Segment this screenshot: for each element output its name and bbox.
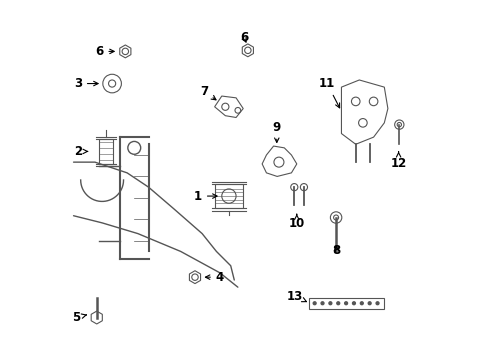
Text: 8: 8 [332, 244, 341, 257]
Text: 4: 4 [205, 271, 224, 284]
Circle shape [344, 302, 347, 305]
Text: 11: 11 [319, 77, 340, 108]
Text: 3: 3 [74, 77, 98, 90]
Text: 2: 2 [74, 145, 88, 158]
Circle shape [313, 302, 316, 305]
Bar [98, 139, 113, 164]
Circle shape [376, 302, 379, 305]
Circle shape [321, 302, 324, 305]
Circle shape [368, 302, 371, 305]
Circle shape [360, 302, 363, 305]
Text: 6: 6 [240, 31, 248, 44]
Bar [309, 298, 384, 309]
Text: 12: 12 [391, 152, 407, 170]
Text: 10: 10 [289, 214, 305, 230]
Text: 7: 7 [200, 85, 216, 100]
Text: 6: 6 [95, 45, 114, 58]
Bar [215, 184, 243, 208]
Circle shape [337, 302, 340, 305]
Text: 1: 1 [194, 190, 217, 203]
Circle shape [329, 302, 332, 305]
Text: 13: 13 [287, 289, 306, 303]
Circle shape [352, 302, 355, 305]
Text: 5: 5 [72, 311, 86, 324]
Text: 9: 9 [272, 121, 281, 143]
